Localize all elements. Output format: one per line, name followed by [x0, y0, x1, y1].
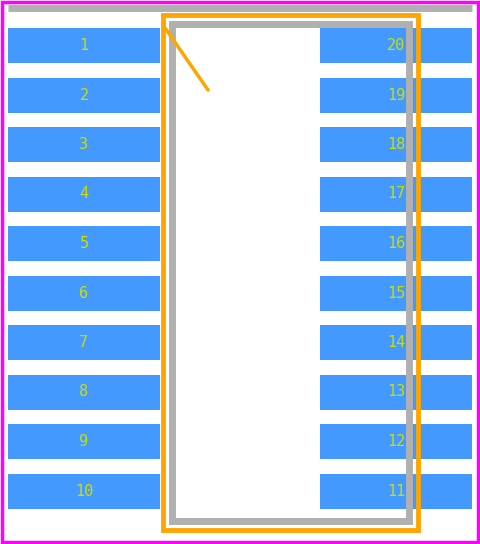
Bar	[320, 77, 472, 113]
Bar	[320, 473, 472, 509]
Bar	[8, 325, 160, 360]
Text: 13: 13	[387, 385, 405, 399]
Text: 7: 7	[79, 335, 89, 350]
Bar	[320, 275, 472, 311]
Text: 3: 3	[79, 137, 89, 152]
Text: 4: 4	[79, 187, 89, 201]
Text: 18: 18	[387, 137, 405, 152]
Text: 5: 5	[79, 236, 89, 251]
Bar	[8, 77, 160, 113]
Bar	[172, 24, 409, 521]
Text: 2: 2	[79, 88, 89, 102]
Text: 16: 16	[387, 236, 405, 251]
Text: 6: 6	[79, 286, 89, 300]
Bar	[320, 424, 472, 459]
Bar	[8, 226, 160, 261]
Bar	[320, 374, 472, 410]
Bar	[320, 226, 472, 261]
Bar	[320, 127, 472, 162]
Bar	[8, 424, 160, 459]
Text: 1: 1	[79, 38, 89, 53]
Bar	[8, 374, 160, 410]
Bar	[163, 15, 418, 530]
Bar	[320, 176, 472, 212]
Text: 11: 11	[387, 484, 405, 498]
Bar	[8, 176, 160, 212]
Bar	[8, 127, 160, 162]
Text: 20: 20	[387, 38, 405, 53]
Text: 12: 12	[387, 434, 405, 449]
Text: 9: 9	[79, 434, 89, 449]
Text: 8: 8	[79, 385, 89, 399]
Text: 15: 15	[387, 286, 405, 300]
Bar	[320, 28, 472, 63]
Bar	[8, 473, 160, 509]
Text: 14: 14	[387, 335, 405, 350]
Bar	[8, 275, 160, 311]
Bar	[8, 28, 160, 63]
Bar	[163, 15, 418, 530]
Text: 10: 10	[75, 484, 93, 498]
Bar	[320, 325, 472, 360]
Text: 19: 19	[387, 88, 405, 102]
Text: 17: 17	[387, 187, 405, 201]
